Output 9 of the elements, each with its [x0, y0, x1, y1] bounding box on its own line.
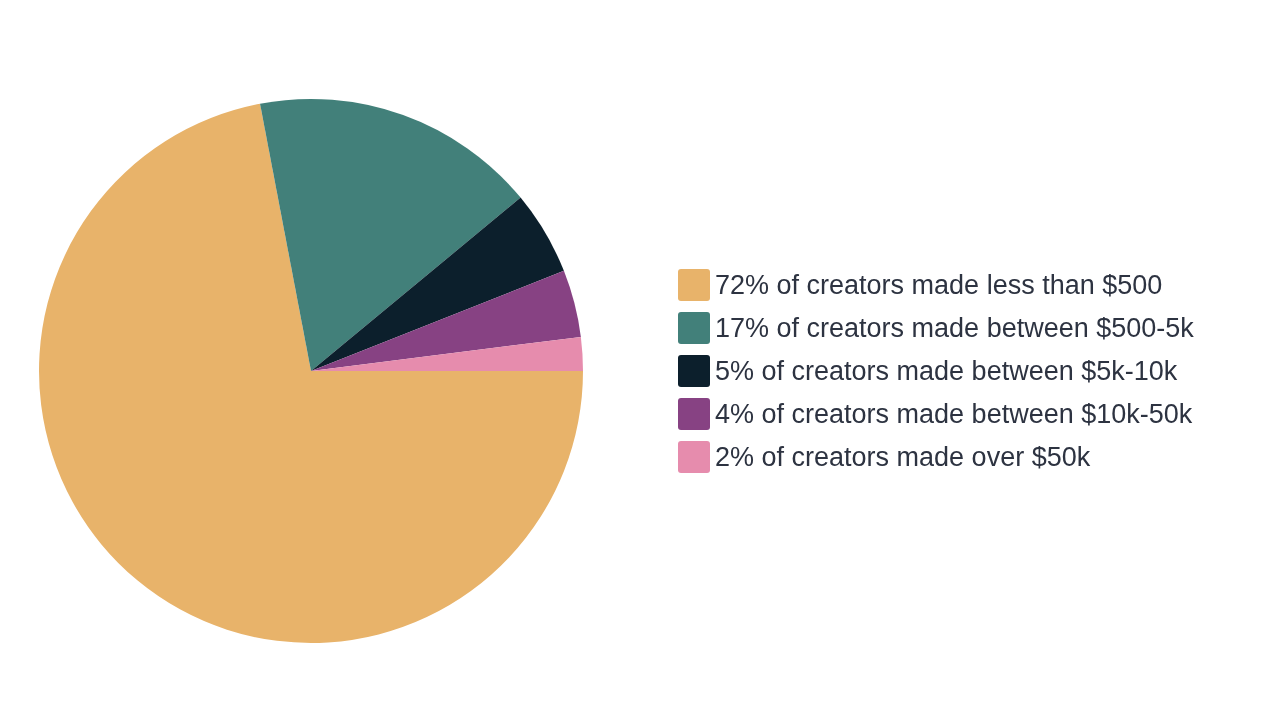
legend-label: 72% of creators made less than $500: [715, 270, 1163, 300]
pie-slice: [311, 197, 564, 371]
pie-slice: [311, 270, 581, 371]
legend-label: 17% of creators made between $500-5k: [715, 313, 1195, 343]
legend-label: 5% of creators made between $5k-10k: [715, 356, 1178, 386]
legend-label: 4% of creators made between $10k-50k: [715, 399, 1193, 429]
pie-slice: [39, 103, 583, 643]
legend-label: 2% of creators made over $50k: [715, 442, 1091, 472]
pie-slice: [260, 99, 521, 371]
